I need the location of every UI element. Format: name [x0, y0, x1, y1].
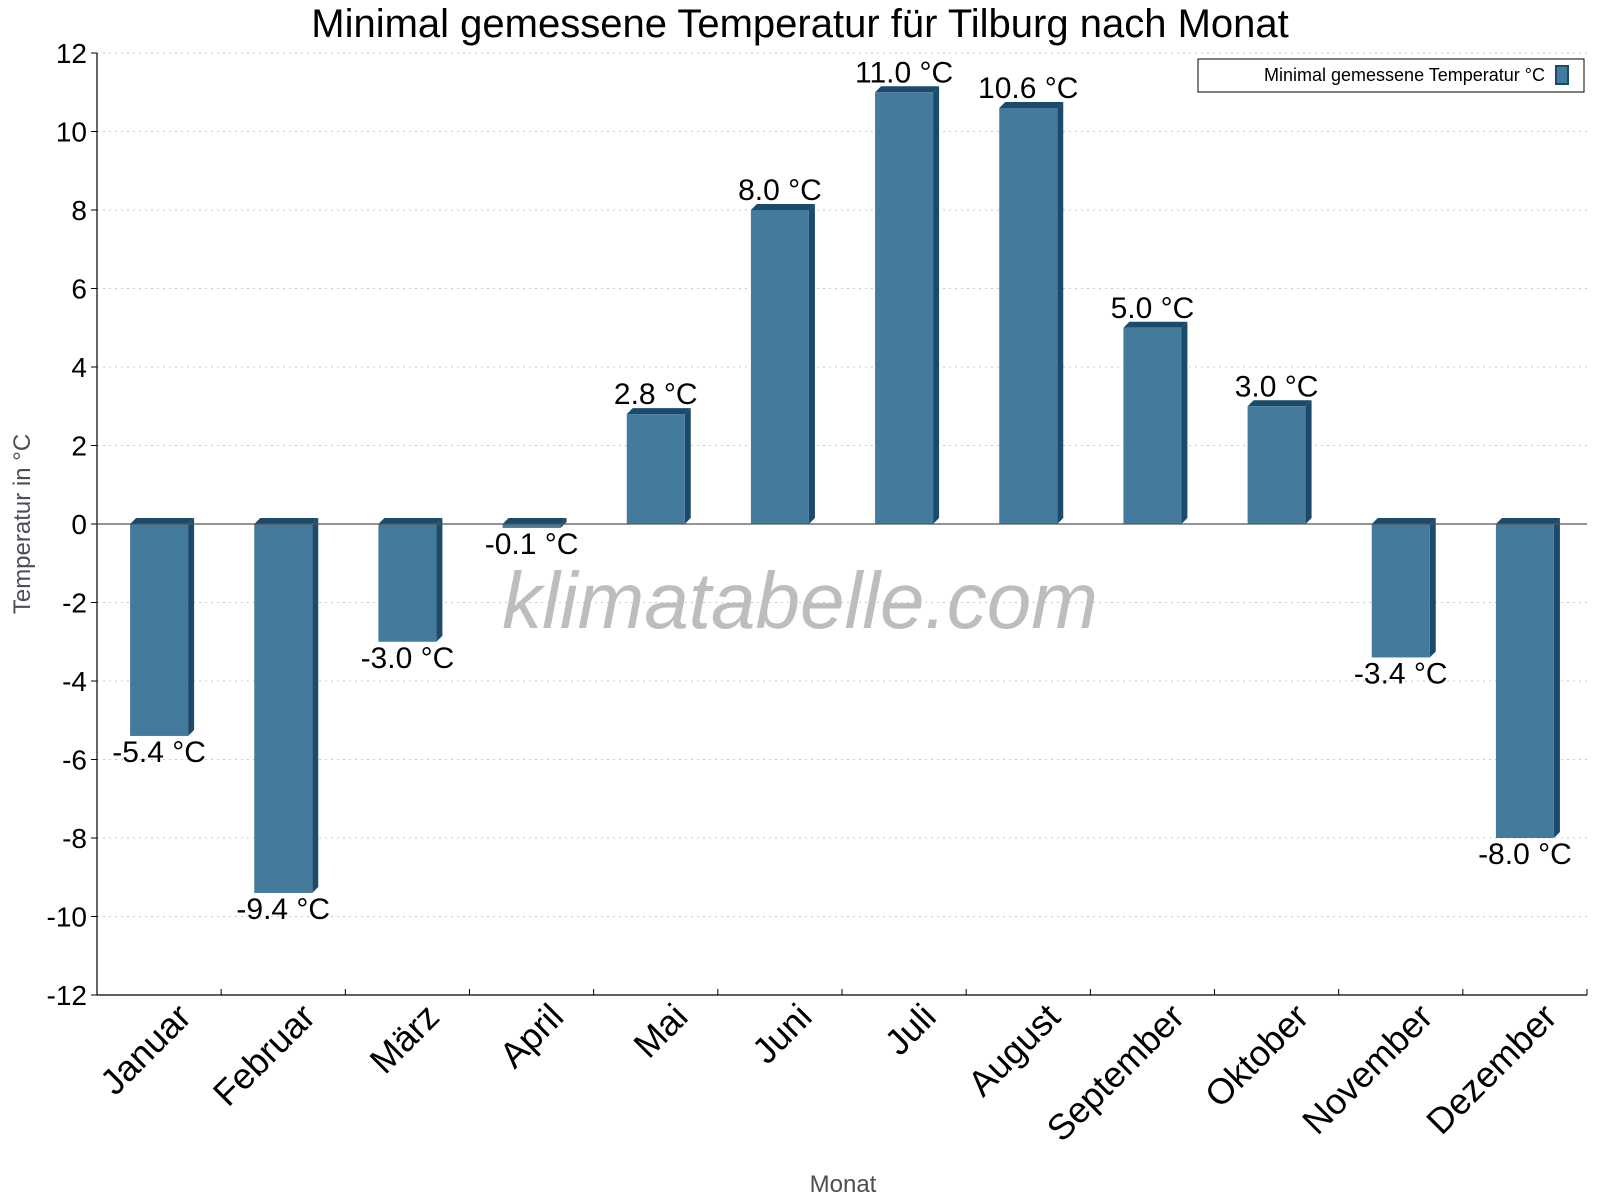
data-label: 3.0 °C [1235, 370, 1319, 403]
bar-top-face [502, 518, 567, 524]
bar-side-face [1305, 400, 1312, 524]
bar-top-face [750, 204, 815, 210]
data-label: 10.6 °C [978, 72, 1078, 105]
bar-top-face [875, 86, 940, 93]
legend-label: Minimal gemessene Temperatur °C [1264, 65, 1545, 85]
bar-front-face [1123, 327, 1182, 524]
y-tick-label: -10 [47, 902, 87, 933]
bar-front-face [626, 414, 685, 524]
bar-märz [378, 518, 443, 642]
x-tick-label: Mai [625, 996, 695, 1066]
bar-side-face [1181, 321, 1188, 524]
chart-title: Minimal gemessene Temperatur für Tilburg… [311, 2, 1289, 46]
watermark: klimatabelle.com [502, 556, 1098, 645]
bar-top-face [626, 408, 691, 415]
data-label: 8.0 °C [738, 174, 822, 207]
y-tick-label: 0 [71, 509, 87, 540]
bar-front-face [999, 107, 1058, 524]
x-tick-label: Februar [205, 996, 323, 1114]
x-tick-label: März [362, 996, 448, 1082]
x-tick-label: Juni [744, 996, 820, 1072]
x-tick-label: Januar [92, 996, 199, 1103]
bar-side-face [933, 86, 940, 524]
x-tick-label: Oktober [1197, 996, 1317, 1116]
bar-mai [626, 408, 691, 524]
bar-front-face [875, 92, 934, 524]
bar-top-face [1495, 518, 1560, 524]
bar-august [999, 101, 1064, 524]
data-label: -0.1 °C [485, 528, 579, 561]
data-label: 11.0 °C [855, 56, 953, 89]
x-tick-label: April [491, 996, 571, 1076]
bar-top-face [130, 518, 195, 524]
y-tick-label: 10 [56, 117, 87, 148]
y-tick-label: 6 [71, 274, 87, 305]
bar-side-face [436, 518, 443, 642]
bar-juli [875, 86, 940, 524]
y-tick-label: -8 [62, 823, 87, 854]
bar-top-face [378, 518, 443, 524]
x-tick-label: Dezember [1418, 996, 1564, 1142]
data-label: -5.4 °C [112, 736, 206, 769]
bar-side-face [312, 518, 319, 893]
bar-front-face [750, 210, 809, 524]
bar-juni [750, 204, 815, 524]
bar-februar [254, 518, 319, 893]
bar-side-face [1429, 518, 1436, 658]
bar-november [1371, 518, 1436, 658]
y-tick-label: 12 [56, 38, 87, 69]
data-label: 2.8 °C [614, 378, 698, 411]
legend: Minimal gemessene Temperatur °C [1197, 58, 1585, 93]
data-labels: -5.4 °C -9.4 °C -3.0 °C -0.1 °C 2.8 °C 8.0 °C… [112, 56, 1572, 926]
bar-side-face [188, 518, 195, 736]
bar-front-face [378, 524, 437, 642]
bar-front-face [1495, 524, 1554, 838]
x-tick-label: August [960, 996, 1068, 1104]
x-tick-label: November [1294, 996, 1440, 1142]
bar-top-face [1371, 518, 1436, 524]
bar-side-face [560, 518, 567, 528]
x-tick-label: Juli [877, 996, 944, 1063]
bar-front-face [502, 524, 561, 528]
bar-top-face [1123, 321, 1188, 328]
bar-april [502, 518, 567, 528]
legend-swatch [1555, 65, 1569, 85]
bar-top-face [254, 518, 319, 524]
bar-side-face [684, 408, 691, 524]
bar-front-face [1247, 406, 1306, 524]
bar-front-face [130, 524, 189, 736]
bar-oktober [1247, 400, 1312, 524]
bar-front-face [1371, 524, 1430, 658]
bar-side-face [808, 204, 815, 524]
y-tick-label: 2 [71, 431, 87, 462]
data-label: -3.0 °C [361, 642, 455, 675]
x-axis-label: Monat [810, 1171, 877, 1198]
data-label: -9.4 °C [236, 893, 330, 926]
y-axis-label: Temperatur in °C [9, 434, 36, 614]
y-tick-label: -4 [62, 666, 87, 697]
bars [130, 86, 1560, 893]
bar-top-face [1247, 400, 1312, 407]
data-label: -3.4 °C [1354, 657, 1448, 690]
bar-dezember [1495, 518, 1560, 838]
y-tick-label: -6 [62, 745, 87, 776]
bar-front-face [254, 524, 313, 893]
data-label: -8.0 °C [1478, 838, 1572, 871]
bar-september [1123, 321, 1188, 524]
bar-side-face [1553, 518, 1560, 838]
bar-side-face [1057, 101, 1064, 524]
bar-januar [130, 518, 195, 736]
y-tick-label: 8 [71, 195, 87, 226]
bar-top-face [999, 101, 1064, 108]
legend-box [1197, 58, 1585, 93]
data-label: 5.0 °C [1111, 292, 1195, 325]
y-tick-label: 4 [71, 352, 87, 383]
y-tick-label: -12 [47, 980, 87, 1011]
y-tick-label: -2 [62, 588, 87, 619]
watermark-layer: klimatabelle.com [502, 556, 1098, 645]
